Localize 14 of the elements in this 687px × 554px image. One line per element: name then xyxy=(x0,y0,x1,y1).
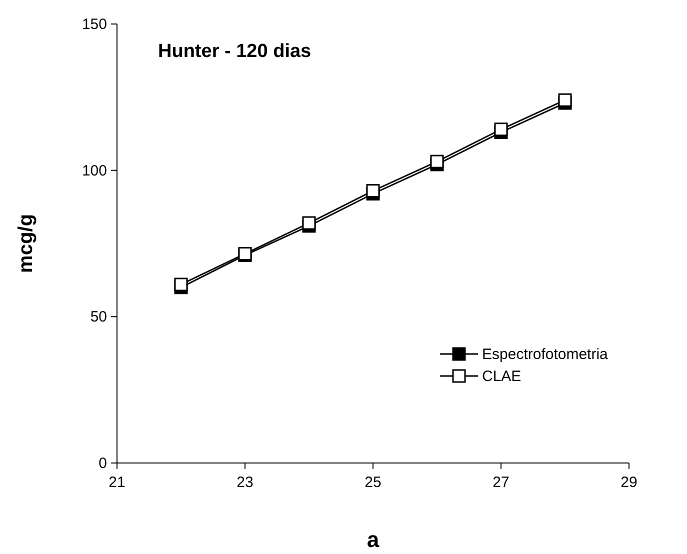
x-tick-label: 21 xyxy=(108,474,126,491)
x-axis-title: a xyxy=(366,527,380,552)
y-tick-label: 50 xyxy=(90,308,107,326)
text: Hunter - 120 dias xyxy=(158,41,312,62)
y-tick-label: 100 xyxy=(82,162,107,180)
y-tick-label: 150 xyxy=(82,16,107,33)
y-axis-title: mcg/g xyxy=(15,214,37,273)
legend-label: Espectrofotometria xyxy=(482,346,609,363)
x-tick-label: 29 xyxy=(620,474,638,491)
x-tick-label: 27 xyxy=(492,474,510,491)
x-tick-label: 23 xyxy=(236,474,254,491)
y-tick-label: 0 xyxy=(98,455,107,472)
x-tick-label: 25 xyxy=(364,474,382,491)
legend-label: CLAE xyxy=(482,368,522,385)
